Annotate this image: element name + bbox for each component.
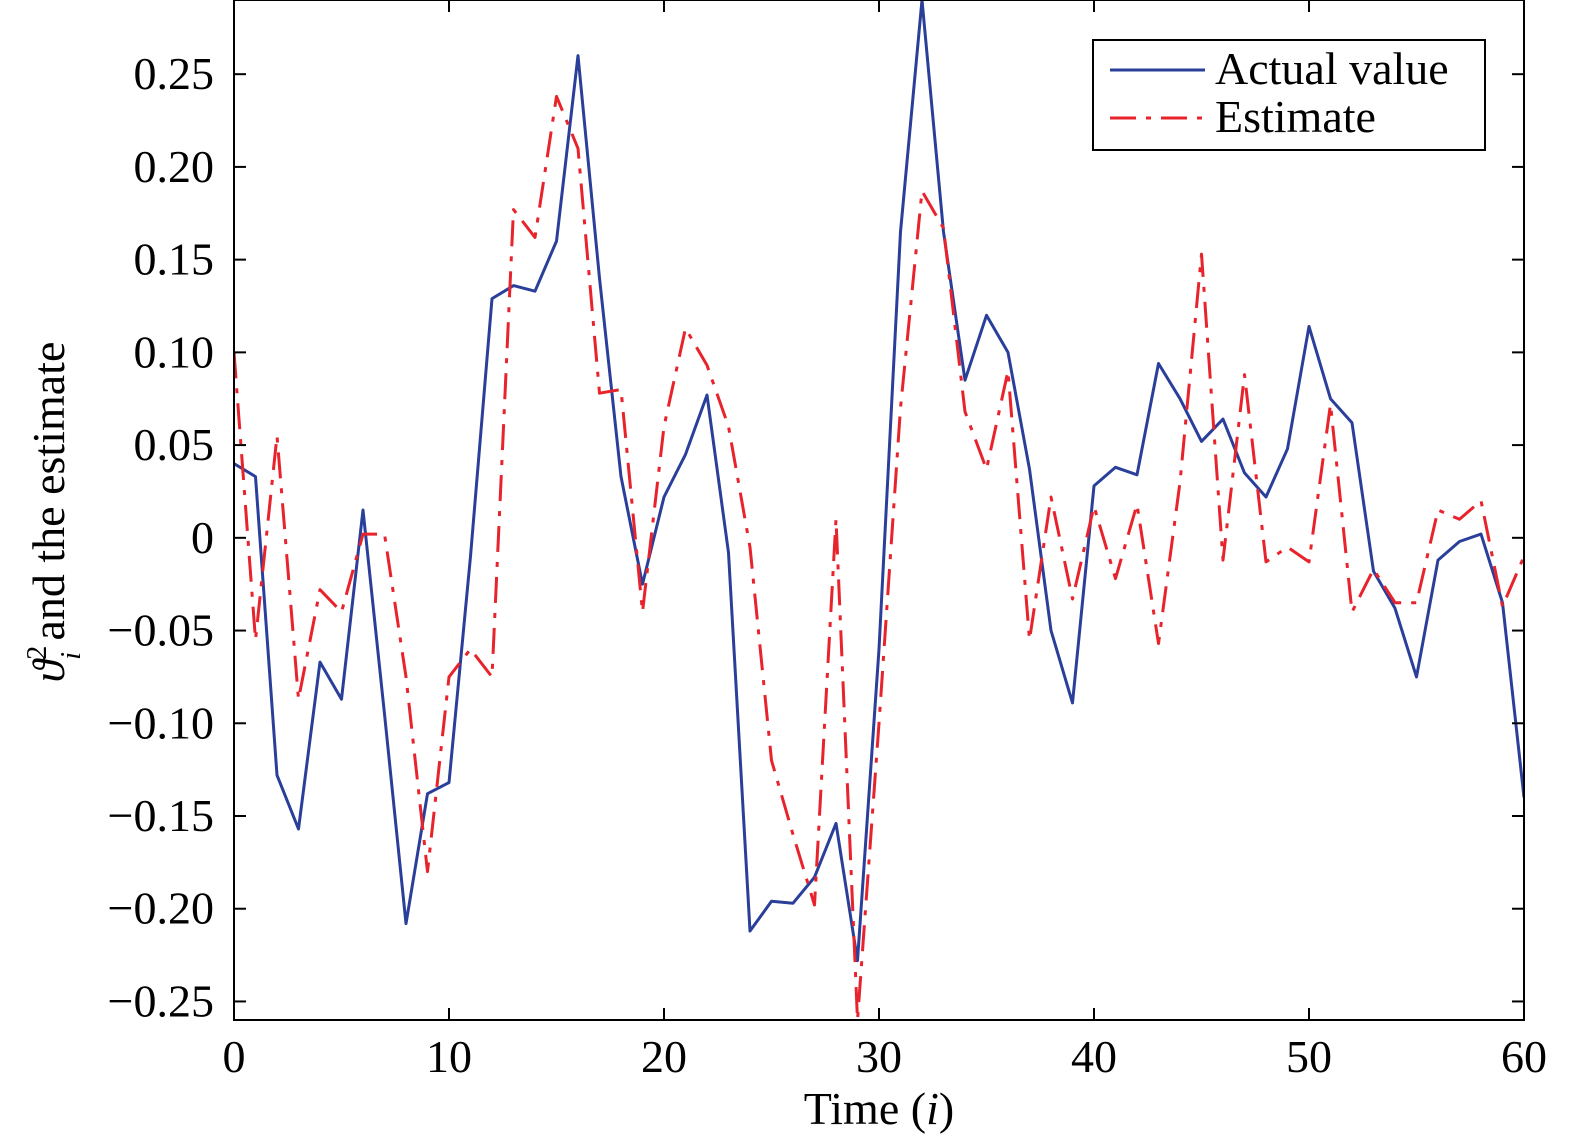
series-line-estimate xyxy=(234,94,1524,1020)
y-axis-title-sup: 2 xyxy=(22,646,53,660)
x-tick-label: 0 xyxy=(223,1031,246,1082)
plot-area xyxy=(234,0,1524,1020)
y-axis-title-symbol: ϑ xyxy=(23,657,74,682)
y-tick-label: 0.20 xyxy=(134,141,215,192)
x-tick-label: 50 xyxy=(1286,1031,1332,1082)
y-tick-label: −0.05 xyxy=(108,605,214,656)
y-tick-label: 0.25 xyxy=(134,48,215,99)
y-tick-label: −0.20 xyxy=(108,883,214,934)
y-tick-label: 0.05 xyxy=(134,419,215,470)
y-tick-label: 0 xyxy=(191,512,214,563)
legend-label-actual: Actual value xyxy=(1215,43,1449,94)
x-tick-label: 20 xyxy=(641,1031,687,1082)
y-tick-label: −0.25 xyxy=(108,975,214,1026)
y-axis-title: ϑ2 i and the estimate xyxy=(22,342,87,683)
tick-layer: 0 10 20 30 40 50 60 −0.25 −0.20 −0.15 −0.10 −0.05 0 0… xyxy=(108,0,1547,1082)
series-line-actual xyxy=(234,0,1524,963)
legend-label-estimate: Estimate xyxy=(1215,91,1376,142)
x-axis-title-var: i xyxy=(926,1083,939,1134)
y-tick-label: 0.10 xyxy=(134,326,215,377)
legend-box xyxy=(1092,39,1486,151)
y-tick-label: −0.10 xyxy=(108,697,214,748)
x-tick-label: 30 xyxy=(856,1031,902,1082)
x-axis-title: Time (i) xyxy=(804,1083,954,1134)
y-axis-title-sub: i xyxy=(56,652,87,660)
x-tick-label: 60 xyxy=(1501,1031,1547,1082)
x-axis-title-close: ) xyxy=(939,1083,954,1134)
x-tick-label: 40 xyxy=(1071,1031,1117,1082)
x-axis-title-main: Time ( xyxy=(804,1083,926,1134)
series-layer xyxy=(234,0,1524,1020)
x-tick-label: 10 xyxy=(426,1031,472,1082)
legend: Actual value Estimate xyxy=(1092,39,1486,151)
y-axis-title-rest: and the estimate xyxy=(23,342,74,652)
y-tick-label: −0.15 xyxy=(108,790,214,841)
y-tick-label: 0.15 xyxy=(134,234,215,285)
